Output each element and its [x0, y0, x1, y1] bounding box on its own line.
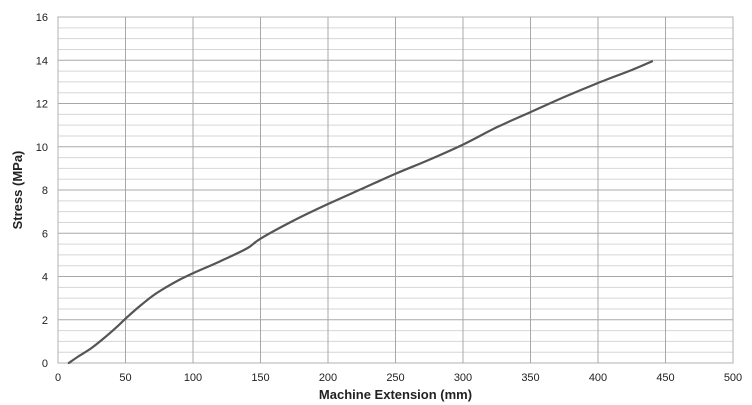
x-tick-label: 100	[184, 372, 202, 384]
x-tick-label: 500	[724, 372, 742, 384]
y-tick-label: 12	[36, 99, 48, 111]
y-tick-label: 0	[42, 358, 48, 370]
y-tick-label: 4	[42, 272, 48, 284]
y-tick-label: 2	[42, 315, 48, 327]
x-tick-labels: 0 50 100 150 200 250 300 350 400 450 500	[55, 372, 742, 384]
y-tick-label: 14	[36, 55, 48, 67]
series-line	[67, 60, 654, 365]
x-tick-label: 200	[319, 372, 337, 384]
y-tick-label: 10	[36, 142, 48, 154]
x-tick-label: 0	[55, 372, 61, 384]
x-tick-label: 450	[656, 372, 674, 384]
x-tick-label: 300	[454, 372, 472, 384]
series-layer	[67, 60, 654, 365]
x-tick-label: 150	[251, 372, 269, 384]
y-axis-title: Stress (MPa)	[10, 151, 25, 230]
y-tick-label: 6	[42, 228, 48, 240]
y-tick-label: 16	[36, 12, 48, 24]
x-tick-label: 50	[119, 372, 131, 384]
x-tick-label: 350	[521, 372, 539, 384]
x-tick-label: 400	[589, 372, 607, 384]
y-tick-label: 8	[42, 185, 48, 197]
plot-area-frame	[57, 16, 734, 364]
y-tick-labels: 0 2 4 6 8 10 12 14 16	[36, 12, 48, 370]
x-tick-label: 250	[386, 372, 404, 384]
x-axis-title: Machine Extension (mm)	[319, 387, 472, 402]
